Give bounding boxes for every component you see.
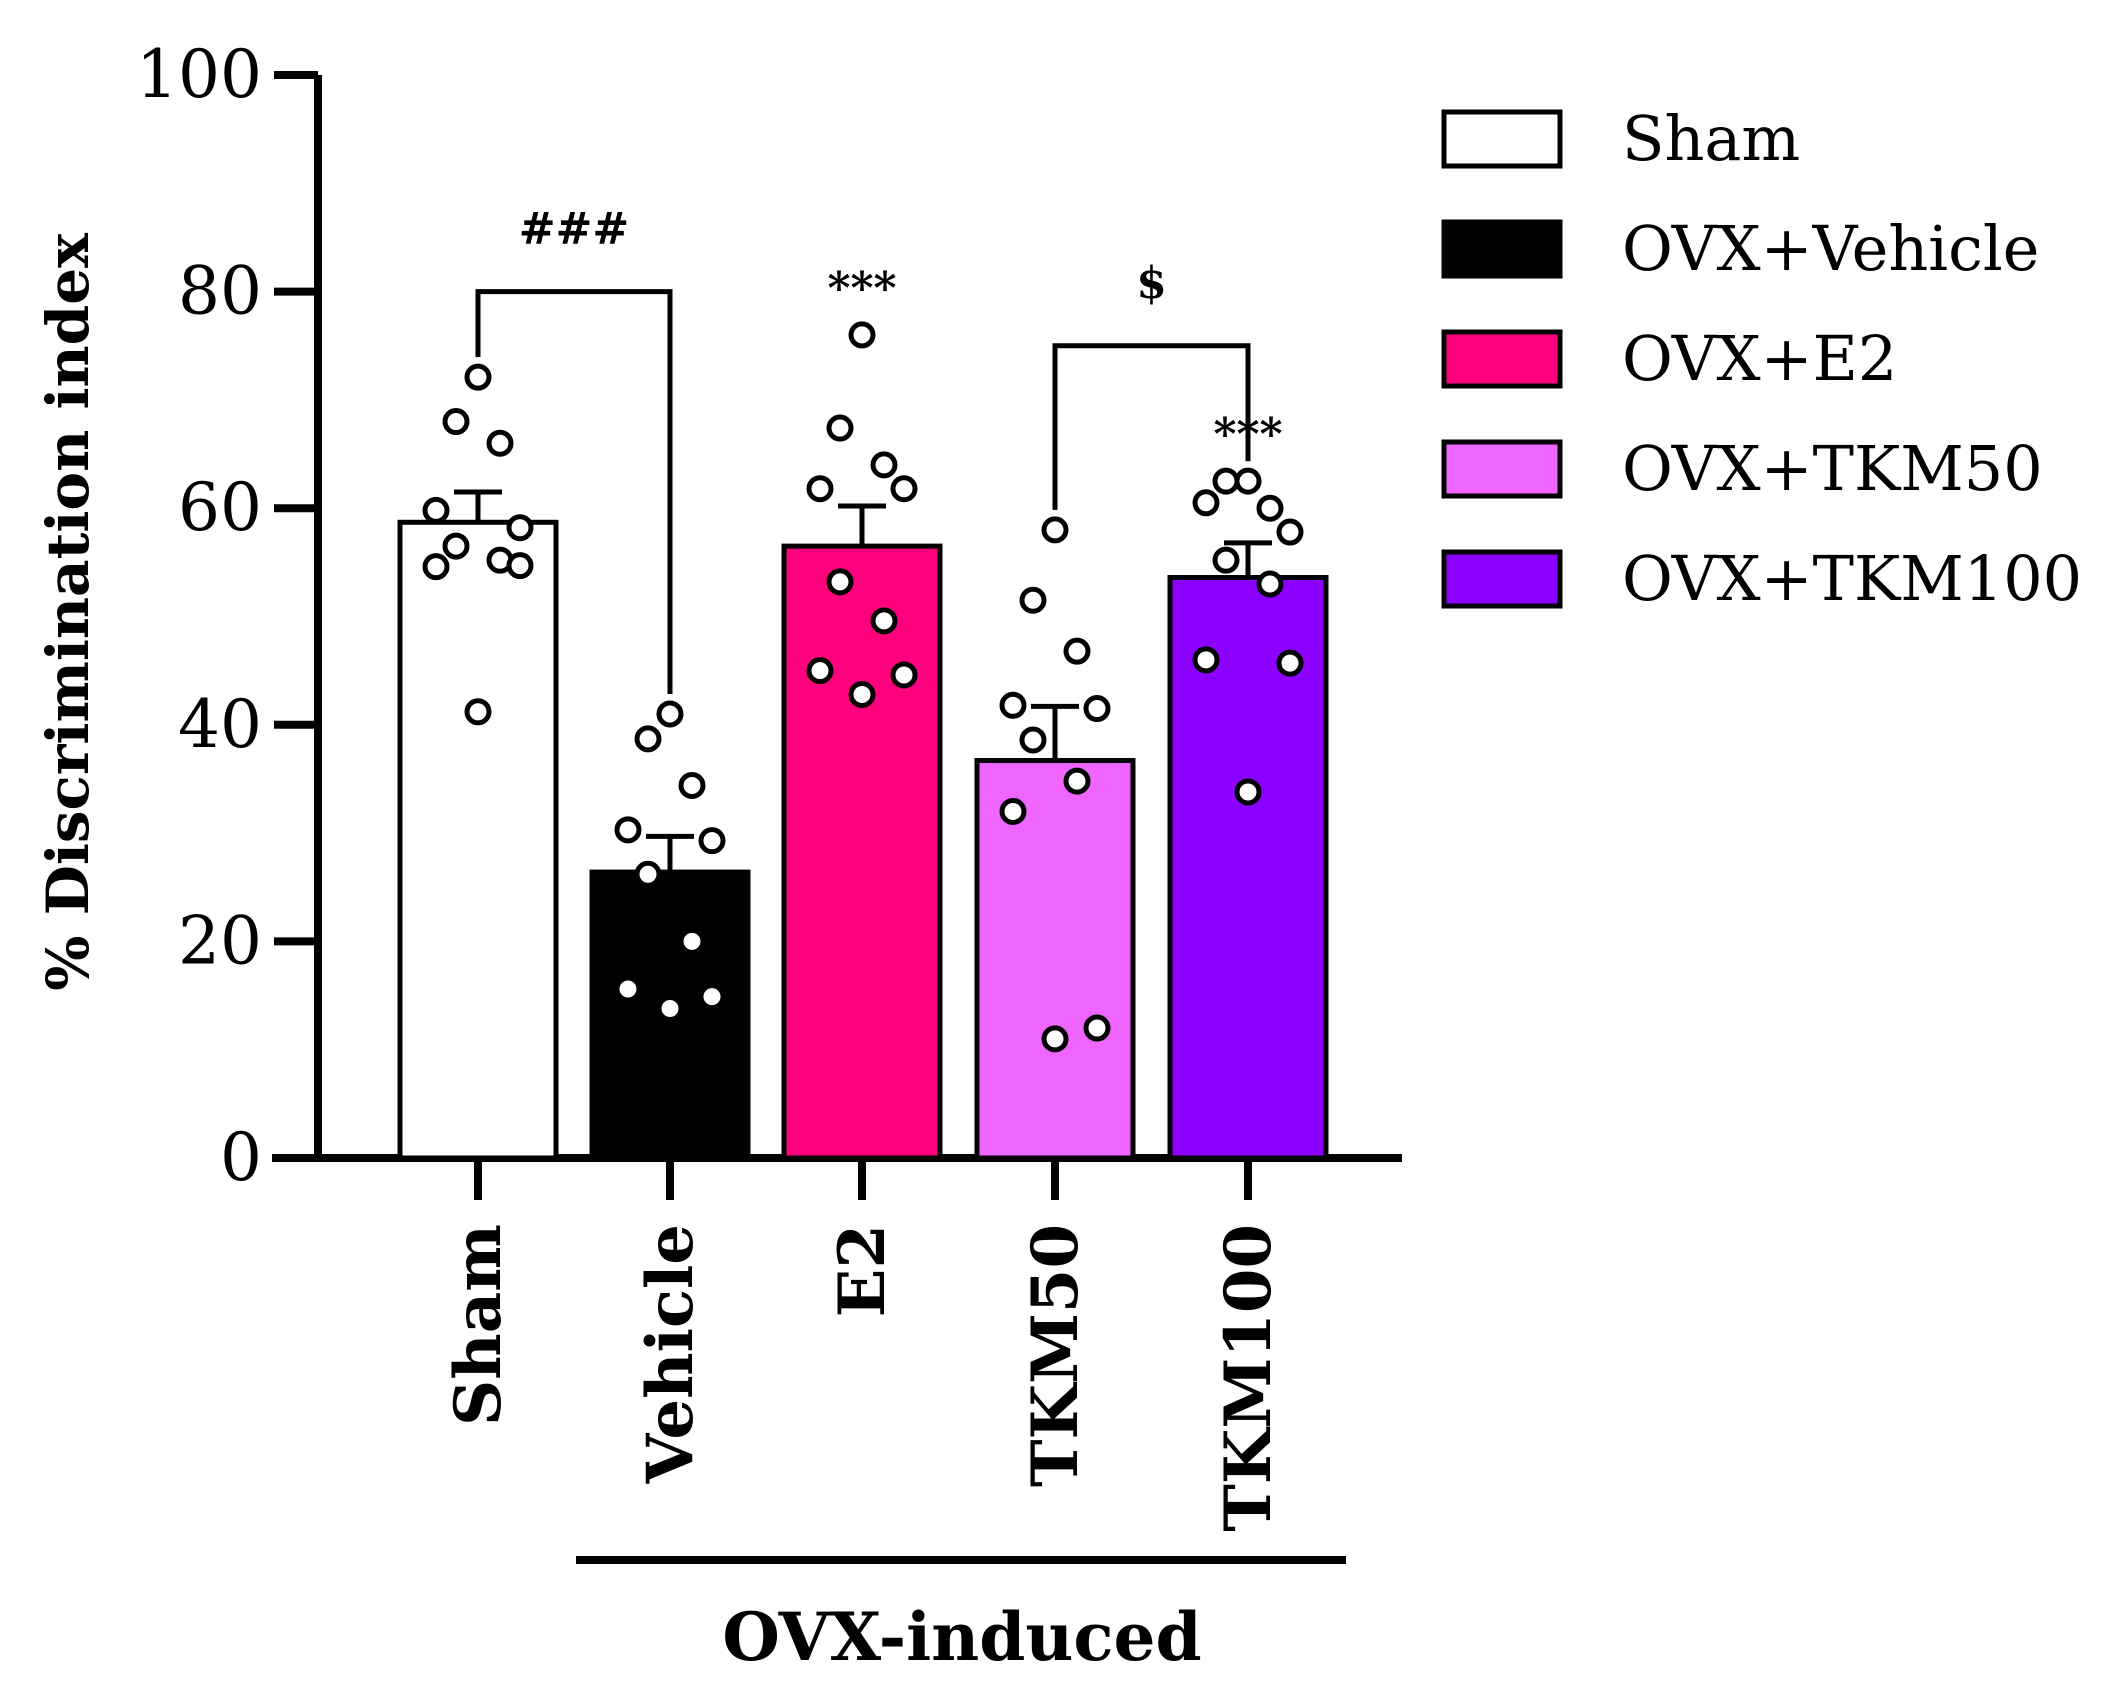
- data-point-Sham: [464, 363, 492, 391]
- legend-swatch-Vehicle: [1441, 219, 1563, 279]
- bar-Sham: [397, 519, 559, 1161]
- significance-label: ###: [519, 204, 630, 255]
- data-point-Vehicle: [634, 860, 662, 888]
- legend-swatch-TKM100: [1441, 549, 1563, 609]
- x-label-Vehicle: Vehicle: [633, 1224, 708, 1484]
- data-point-TKM100: [1276, 518, 1304, 546]
- x-axis-labels: Sham Vehicle E2 TKM50 TKM100: [441, 1224, 1286, 1532]
- y-tick-label-40: 40: [178, 686, 262, 763]
- data-point-TKM50: [1041, 516, 1069, 544]
- data-point-TKM50: [1019, 726, 1047, 754]
- data-point-Vehicle: [678, 927, 706, 955]
- data-point-TKM100: [1256, 570, 1284, 598]
- legend-label-Sham: Sham: [1622, 102, 1800, 175]
- data-point-E2: [870, 607, 898, 635]
- data-point-TKM50: [999, 797, 1027, 825]
- error-bars: [454, 489, 1272, 873]
- y-axis-label: % Discrimination index: [34, 233, 102, 991]
- data-point-Sham: [464, 698, 492, 726]
- significance-annotations: ### $ *** ***: [475, 204, 1283, 694]
- data-point-Sham: [506, 552, 534, 580]
- data-point-E2: [848, 680, 876, 708]
- bracket-Sham-Vehicle: [475, 289, 673, 694]
- data-point-TKM50: [1041, 1025, 1069, 1053]
- data-point-TKM100: [1256, 494, 1284, 522]
- data-point-TKM100: [1212, 467, 1240, 495]
- x-label-TKM50: TKM50: [1018, 1224, 1093, 1487]
- bar-E2: [781, 543, 943, 1161]
- y-tick-label-80: 80: [178, 253, 262, 330]
- data-point-E2: [890, 475, 918, 503]
- data-point-TKM50: [1063, 637, 1091, 665]
- legend-swatch-TKM50: [1441, 439, 1563, 499]
- data-point-Vehicle: [698, 827, 726, 855]
- legend-swatch-E2: [1441, 329, 1563, 389]
- bracket-TKM50-TKM100: [1052, 343, 1251, 510]
- legend-label-E2: OVX+E2: [1622, 322, 1897, 395]
- y-tick-label-60: 60: [178, 469, 262, 546]
- bar-TKM100: [1167, 575, 1329, 1161]
- legend-label-TKM50: OVX+TKM50: [1622, 432, 2043, 505]
- legend-label-Vehicle: OVX+Vehicle: [1622, 212, 2039, 285]
- data-point-Vehicle: [656, 995, 684, 1023]
- data-point-Sham: [442, 408, 470, 436]
- data-point-E2: [848, 321, 876, 349]
- x-label-E2: E2: [825, 1224, 900, 1317]
- data-point-TKM100: [1234, 467, 1262, 495]
- bars: [397, 519, 1329, 1161]
- data-point-E2: [870, 451, 898, 479]
- data-point-E2: [826, 414, 854, 442]
- data-point-TKM50: [1083, 695, 1111, 723]
- data-point-Sham: [422, 553, 450, 581]
- data-point-Vehicle: [678, 771, 706, 799]
- legend-label-TKM100: OVX+TKM100: [1622, 542, 2082, 615]
- significance-stars-E2: ***: [827, 263, 896, 314]
- data-point-E2: [890, 661, 918, 689]
- data-point-TKM100: [1192, 489, 1220, 517]
- y-tick-label-0: 0: [220, 1119, 262, 1196]
- data-point-Sham: [506, 514, 534, 542]
- data-point-Sham: [422, 496, 450, 524]
- data-point-TKM100: [1276, 649, 1304, 677]
- legend-swatch-Sham: [1441, 109, 1563, 169]
- bar-TKM50: [974, 758, 1136, 1161]
- data-point-TKM100: [1234, 778, 1262, 806]
- data-point-TKM50: [999, 691, 1027, 719]
- axes: 0 20 40 60 80 100: [136, 36, 1402, 1200]
- data-point-TKM100: [1192, 646, 1220, 674]
- significance-label: $: [1136, 258, 1167, 309]
- x-label-TKM100: TKM100: [1211, 1224, 1286, 1532]
- data-point-Vehicle: [634, 725, 662, 753]
- data-point-TKM50: [1083, 1014, 1111, 1042]
- data-point-TKM50: [1019, 586, 1047, 614]
- y-tick-label-20: 20: [178, 902, 262, 979]
- data-point-Sham: [442, 532, 470, 560]
- group-label: OVX-induced: [722, 1598, 1201, 1676]
- data-points: [422, 321, 1304, 1053]
- data-point-E2: [826, 568, 854, 596]
- significance-stars-TKM100: ***: [1213, 409, 1282, 460]
- data-point-TKM50: [1063, 767, 1091, 795]
- x-label-Sham: Sham: [441, 1224, 516, 1426]
- data-point-TKM100: [1212, 546, 1240, 574]
- data-point-Vehicle: [614, 816, 642, 844]
- data-point-E2: [806, 657, 834, 685]
- data-point-Vehicle: [614, 975, 642, 1003]
- data-point-E2: [806, 475, 834, 503]
- legend: Sham OVX+Vehicle OVX+E2 OVX+TKM50 OVX+TKM100: [1441, 102, 2082, 615]
- y-tick-label-100: 100: [136, 36, 262, 113]
- data-point-Sham: [486, 429, 514, 457]
- data-point-Vehicle: [656, 700, 684, 728]
- data-point-Vehicle: [698, 983, 726, 1011]
